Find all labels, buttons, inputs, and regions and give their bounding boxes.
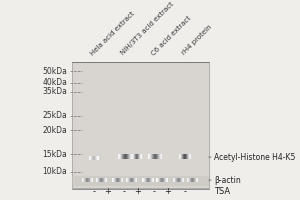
- Text: 40kDa: 40kDa: [42, 78, 67, 87]
- Text: TSA: TSA: [214, 187, 230, 196]
- Text: 50kDa: 50kDa: [42, 67, 67, 76]
- Text: C6 acid extract: C6 acid extract: [150, 15, 192, 56]
- Text: 35kDa: 35kDa: [42, 87, 67, 96]
- Text: Acetyl-Histone H4-K5: Acetyl-Histone H4-K5: [209, 153, 295, 162]
- Bar: [72, 176, 209, 186]
- Text: 15kDa: 15kDa: [42, 150, 67, 159]
- Text: -: -: [183, 187, 186, 196]
- Text: β-actin: β-actin: [209, 176, 241, 185]
- Text: 10kDa: 10kDa: [42, 167, 67, 176]
- Text: 20kDa: 20kDa: [42, 126, 67, 135]
- Text: -: -: [153, 187, 156, 196]
- Text: +: +: [134, 187, 141, 196]
- Text: -: -: [123, 187, 126, 196]
- Text: Hela acid extract: Hela acid extract: [89, 10, 136, 56]
- Text: NIH/3T3 acid extract: NIH/3T3 acid extract: [120, 1, 175, 56]
- Text: -: -: [92, 187, 95, 196]
- Text: +: +: [164, 187, 171, 196]
- Text: +: +: [104, 187, 111, 196]
- Text: 25kDa: 25kDa: [42, 111, 67, 120]
- Bar: [72, 62, 209, 188]
- Text: rH4 protein: rH4 protein: [181, 24, 213, 56]
